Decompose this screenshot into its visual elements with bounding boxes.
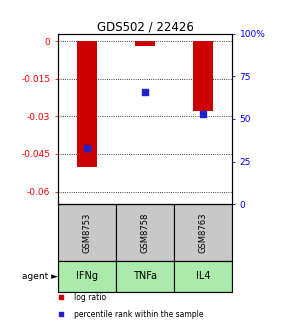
Text: TNFa: TNFa <box>133 271 157 281</box>
Text: IL4: IL4 <box>196 271 210 281</box>
Point <box>143 89 147 94</box>
Bar <box>58 204 116 261</box>
Point <box>59 295 64 300</box>
Bar <box>174 204 232 261</box>
Bar <box>116 261 174 292</box>
Text: agent ►: agent ► <box>22 272 58 281</box>
Point <box>201 111 205 117</box>
Text: GSM8763: GSM8763 <box>198 212 208 253</box>
Bar <box>135 41 155 46</box>
Bar <box>193 41 213 111</box>
Bar <box>116 204 174 261</box>
Text: percentile rank within the sample: percentile rank within the sample <box>74 310 203 319</box>
Text: GSM8758: GSM8758 <box>140 212 150 253</box>
Text: GSM8753: GSM8753 <box>82 212 92 253</box>
Text: IFNg: IFNg <box>76 271 98 281</box>
Point <box>59 311 64 317</box>
Text: log ratio: log ratio <box>74 293 106 302</box>
Bar <box>174 261 232 292</box>
Bar <box>58 261 116 292</box>
Bar <box>77 41 97 167</box>
Title: GDS502 / 22426: GDS502 / 22426 <box>97 20 193 34</box>
Point <box>85 145 89 151</box>
